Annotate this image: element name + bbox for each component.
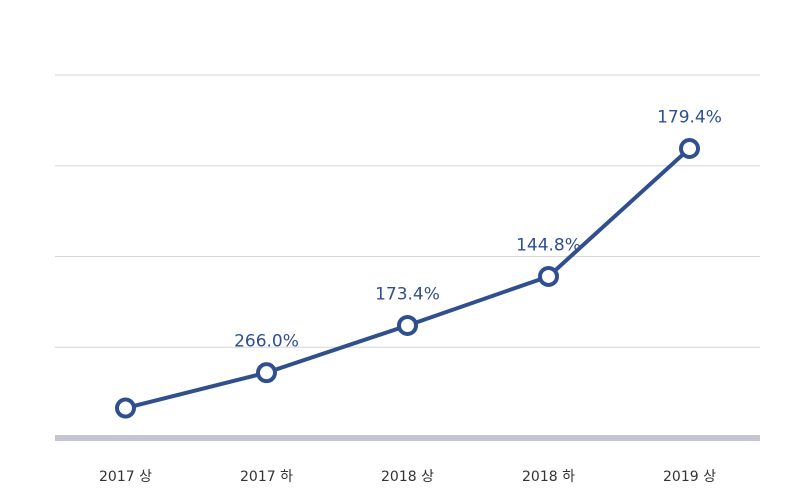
data-point	[397, 314, 418, 336]
x-tick-label: 2019 상	[663, 469, 716, 485]
data-point	[115, 397, 136, 419]
x-tick-label: 2018 하	[522, 469, 575, 485]
x-tick-label: 2018 상	[381, 469, 434, 485]
data-point	[679, 138, 700, 160]
data-label: 173.4%	[375, 284, 440, 304]
data-label: 144.8%	[516, 235, 581, 255]
x-tick-label: 2017 하	[240, 469, 293, 485]
x-tick-labels: 2017 상 2017 하 2018 상 2018 하 2019 상	[99, 469, 716, 485]
data-point	[256, 362, 277, 384]
x-tick-label: 2017 상	[99, 469, 152, 485]
grid-lines	[55, 74, 760, 348]
data-label: 266.0%	[234, 332, 299, 352]
series-line	[123, 146, 692, 411]
data-label: 179.4%	[657, 108, 722, 128]
data-points	[115, 138, 700, 419]
data-point	[538, 265, 559, 287]
data-labels: 266.0% 173.4% 144.8% 179.4%	[234, 108, 722, 352]
